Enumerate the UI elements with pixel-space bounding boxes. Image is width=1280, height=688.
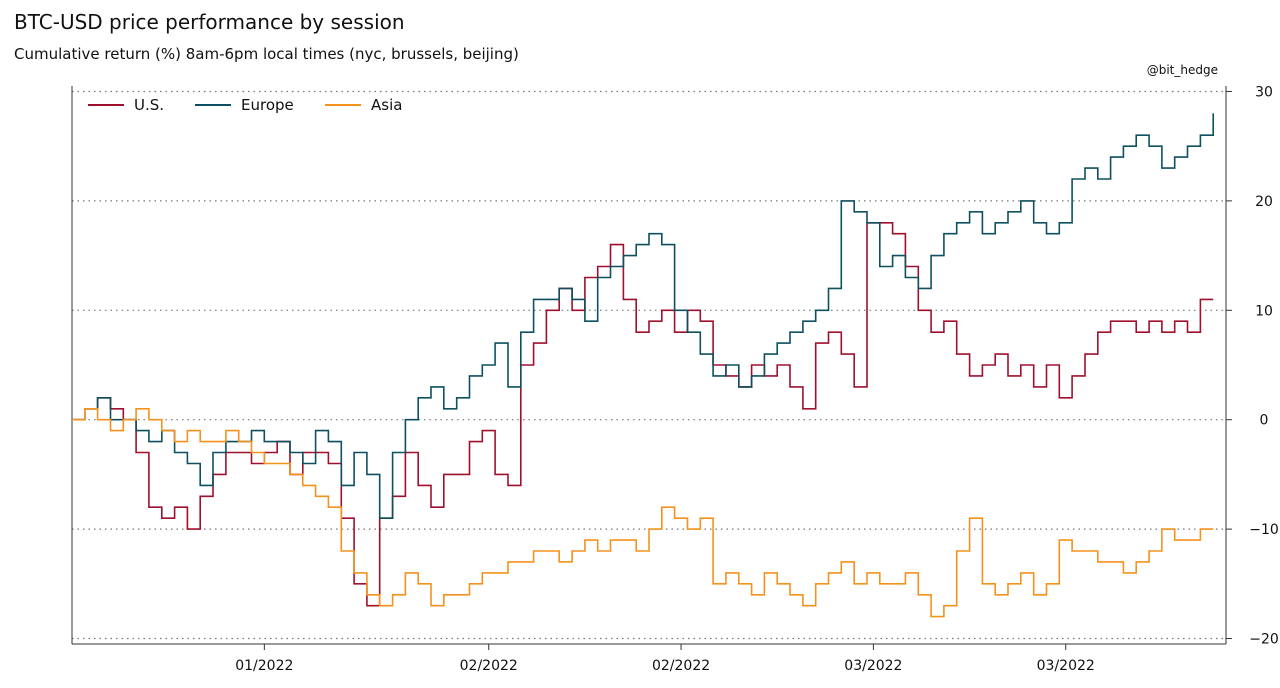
axes: 30 20 10 0 −10 −20 01/2022 02/2022 02/2022 03/202… [71, 84, 1279, 674]
x-tick-label: 02/2022 [460, 658, 518, 674]
legend: U.S. Europe Asia [88, 96, 402, 114]
series-line-europe [72, 113, 1214, 519]
credit-label: @bit_hedge [1146, 63, 1218, 77]
legend-label-asia: Asia [371, 96, 402, 114]
x-tick-label: 03/2022 [844, 658, 902, 674]
y-tick-label: 20 [1255, 194, 1273, 210]
legend-label-europe: Europe [241, 96, 294, 114]
x-tick-label: 03/2022 [1037, 658, 1095, 674]
legend-label-u-s: U.S. [134, 96, 164, 114]
y-tick-label: −10 [1249, 522, 1279, 538]
series-line-asia [72, 408, 1214, 618]
x-tick-label: 02/2022 [652, 658, 710, 674]
series-line-u-s [72, 222, 1214, 607]
x-tick-label: 01/2022 [235, 658, 293, 674]
y-tick-label: 30 [1255, 84, 1273, 100]
chart-title: BTC-USD price performance by session [14, 10, 405, 34]
chart-subtitle: Cumulative return (%) 8am-6pm local time… [14, 45, 519, 63]
y-tick-label: 10 [1255, 303, 1273, 319]
series-lines [72, 113, 1214, 618]
y-tick-label: −20 [1249, 632, 1279, 648]
y-tick-label: 0 [1260, 413, 1269, 429]
